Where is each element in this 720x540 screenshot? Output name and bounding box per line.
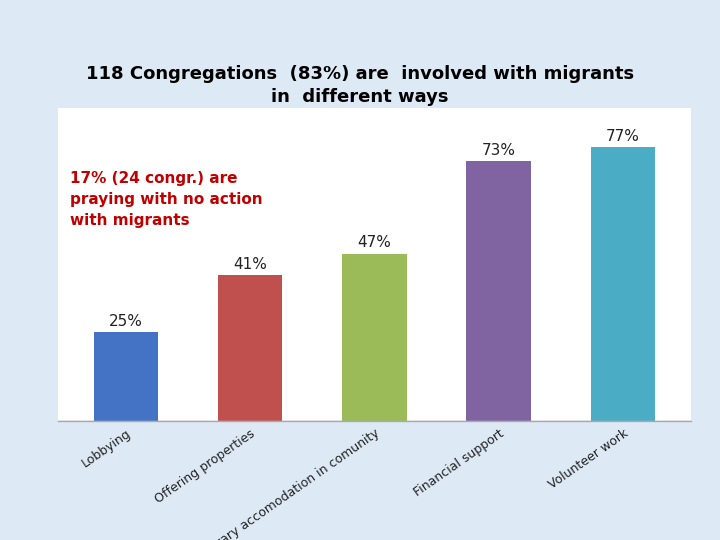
Text: 41%: 41% — [233, 256, 267, 272]
Text: 118 Congregations  (83%) are  involved with migrants
in  different ways: 118 Congregations (83%) are involved wit… — [86, 65, 634, 106]
Text: 77%: 77% — [606, 129, 640, 144]
Text: 73%: 73% — [482, 143, 516, 158]
Bar — [94, 332, 158, 421]
Text: 17% (24 congr.) are
praying with no action
with migrants: 17% (24 congr.) are praying with no acti… — [71, 171, 263, 228]
Text: 47%: 47% — [357, 235, 392, 251]
Bar — [590, 147, 655, 421]
Bar — [342, 254, 407, 421]
Bar — [218, 275, 282, 421]
Text: 25%: 25% — [109, 314, 143, 329]
Bar — [467, 161, 531, 421]
